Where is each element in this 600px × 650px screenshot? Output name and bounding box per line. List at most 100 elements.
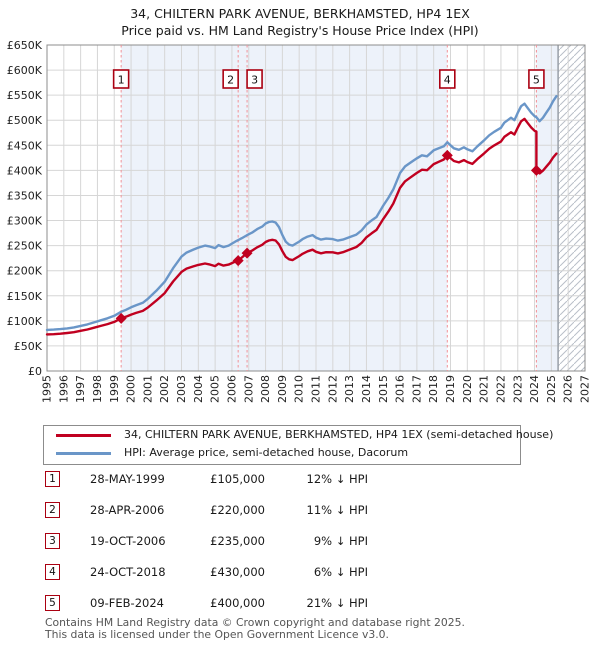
y-axis-tick-label: £350K [7,189,43,202]
sale-marker-label-box [222,69,239,89]
x-axis-tick-label: 2005 [209,375,222,403]
sale-price: £235,000 [210,534,265,548]
x-axis-tick-label: 2015 [377,375,390,403]
sale-row-number: 2 [45,502,60,518]
sale-marker-number: 5 [533,74,540,87]
y-axis-tick-label: £450K [7,139,43,152]
x-axis-tick-label: 2000 [125,375,138,403]
sale-price: £400,000 [210,596,265,610]
x-axis-tick-label: 2019 [444,375,457,403]
sale-marker-label-box [528,69,545,89]
x-axis-tick-label: 1995 [41,375,54,403]
sale-marker-dot [441,149,453,161]
x-axis-tick-label: 2009 [276,375,289,403]
sale-pct-vs-hpi: 6% ↓ HPI [313,565,368,579]
x-axis-tick-label: 2008 [259,375,272,403]
legend-row: 34, CHILTERN PARK AVENUE, BERKHAMSTED, H… [44,427,553,444]
x-axis-tick-label: 1996 [57,375,70,403]
x-axis-tick-label: 2026 [562,375,575,403]
x-axis-tick-label: 2013 [343,375,356,403]
x-axis-tick-label: 2021 [478,375,491,403]
sale-pct-vs-hpi: 11% ↓ HPI [306,503,368,517]
x-axis-tick-label: 2003 [175,375,188,403]
legend-row: HPI: Average price, semi-detached house,… [44,445,520,462]
property-price-line [45,117,558,336]
y-axis-tick-label: £150K [7,290,43,303]
y-axis-tick-label: £250K [7,240,43,253]
sale-price: £430,000 [210,565,265,579]
x-axis-tick-label: 2027 [579,375,592,403]
footer-line-2: This data is licensed under the Open Gov… [45,628,389,641]
sale-table-row: 4 24-OCT-2018 £430,000 6% ↓ HPI [45,564,555,582]
x-axis-tick-label: 2022 [494,375,507,403]
sale-marker-dot [530,164,542,176]
y-axis-tick-label: £600K [7,64,43,77]
x-axis-tick-label: 2020 [461,375,474,403]
sale-marker-dot [115,312,127,324]
x-axis-tick-label: 2016 [394,375,407,403]
x-axis-tick-label: 1998 [91,375,104,403]
sale-date: 19-OCT-2006 [90,534,166,548]
sale-table-row: 1 28-MAY-1999 £105,000 12% ↓ HPI [45,471,555,489]
sale-marker-number: 4 [444,74,451,87]
footer-line-1: Contains HM Land Registry data © Crown c… [45,616,465,629]
sale-price: £105,000 [210,472,265,486]
chart-legend: 34, CHILTERN PARK AVENUE, BERKHAMSTED, H… [43,425,553,465]
x-axis-tick-label: 2023 [511,375,524,403]
legend-line-swatch [56,452,111,455]
sale-marker-dot [232,255,244,267]
y-axis-tick-label: £550K [7,89,43,102]
y-axis-tick-label: £400K [7,164,43,177]
legend-label: 34, CHILTERN PARK AVENUE, BERKHAMSTED, H… [124,428,554,441]
page-title: 34, CHILTERN PARK AVENUE, BERKHAMSTED, H… [130,6,470,21]
sale-date: 28-APR-2006 [90,503,165,517]
x-axis-tick-label: 2017 [410,375,423,403]
sale-date: 28-MAY-1999 [90,472,165,486]
hpi-line [45,94,558,332]
sale-price: £220,000 [210,503,265,517]
y-axis-tick-label: £200K [7,265,43,278]
sale-pct-vs-hpi: 12% ↓ HPI [306,472,368,486]
x-axis-tick-label: 2025 [545,375,558,403]
sale-marker-dot [241,247,253,259]
sale-pct-vs-hpi: 9% ↓ HPI [313,534,368,548]
legend-line-swatch [56,434,111,437]
x-axis-tick-label: 2014 [360,375,373,403]
sale-row-number: 3 [45,533,60,549]
x-axis-tick-label: 2001 [141,375,154,403]
sale-marker-number: 3 [251,74,258,87]
x-axis-tick-label: 2007 [242,375,255,403]
x-axis-tick-label: 1997 [74,375,87,403]
chart-titles: 34, CHILTERN PARK AVENUE, BERKHAMSTED, H… [0,5,600,39]
sale-date: 09-FEB-2024 [90,596,164,610]
license-footer: Contains HM Land Registry data © Crown c… [45,617,465,641]
x-axis-tick-label: 2004 [192,375,205,403]
future-hatch-region [558,45,585,371]
y-axis-tick-label: £0 [28,365,42,378]
sale-table-row: 2 28-APR-2006 £220,000 11% ↓ HPI [45,502,555,520]
x-axis-tick-label: 1999 [108,375,121,403]
x-axis-tick-label: 2012 [326,375,339,403]
sale-row-number: 4 [45,564,60,580]
sale-date: 24-OCT-2018 [90,565,166,579]
sale-marker-number: 2 [227,74,234,87]
x-axis-tick-label: 2006 [225,375,238,403]
sale-marker-label-box [439,69,456,89]
plot-frame [46,44,586,372]
x-axis-tick-label: 2018 [427,375,440,403]
page-subtitle: Price paid vs. HM Land Registry's House … [121,23,479,38]
y-axis-tick-label: £50K [14,340,43,353]
y-axis-tick-label: £300K [7,215,43,228]
x-axis-tick-label: 2011 [310,375,323,403]
sale-marker-number: 1 [118,74,125,87]
y-axis-tick-label: £100K [7,315,43,328]
sale-marker-label-box [112,69,130,89]
sale-row-number: 1 [45,471,60,487]
y-axis-tick-label: £650K [7,39,43,52]
sale-row-number: 5 [45,595,60,611]
x-axis-tick-label: 2002 [158,375,171,403]
legend-label: HPI: Average price, semi-detached house,… [124,446,409,459]
y-axis-tick-label: £500K [7,114,43,127]
sale-table-row: 5 09-FEB-2024 £400,000 21% ↓ HPI [45,595,555,613]
